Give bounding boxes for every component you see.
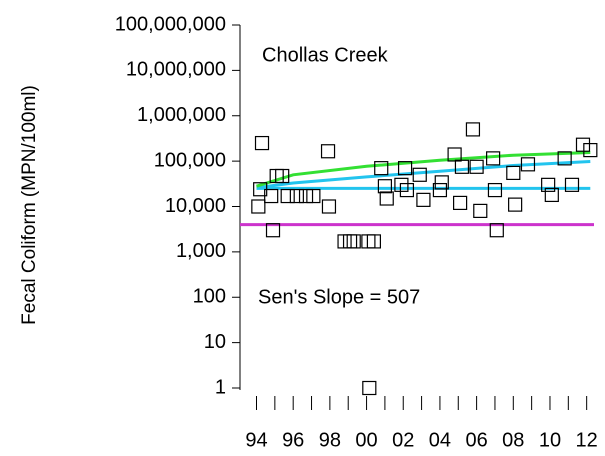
- x-tick-label: 06: [465, 429, 487, 451]
- data-point: [469, 159, 484, 174]
- x-tick-label: 02: [392, 429, 414, 451]
- trend-line: [256, 151, 591, 188]
- chart-title: Chollas Creek: [262, 44, 389, 66]
- y-tick-label: 10,000: [165, 195, 226, 217]
- data-point: [374, 161, 389, 176]
- data-point: [379, 191, 394, 206]
- data-point: [564, 177, 580, 192]
- data-point: [321, 199, 337, 214]
- y-tick-label: 10: [204, 331, 226, 353]
- data-point: [453, 195, 468, 211]
- data-point: [432, 182, 448, 198]
- y-tick-label: 10,000,000: [126, 59, 226, 81]
- data-point: [473, 203, 488, 218]
- y-tick-label: 1,000,000: [137, 104, 226, 126]
- data-point: [320, 144, 336, 159]
- x-tick-label: 98: [319, 429, 341, 451]
- data-point: [465, 122, 481, 137]
- x-tick-label: 04: [429, 429, 451, 451]
- data-point: [416, 192, 431, 207]
- data-point: [454, 159, 470, 174]
- x-tick-label: 96: [282, 429, 304, 451]
- x-tick-label: 12: [576, 429, 598, 451]
- y-tick-label: 100,000,000: [115, 13, 226, 35]
- data-point: [397, 161, 413, 176]
- y-tick-label: 100,000: [154, 149, 226, 171]
- data-point: [394, 177, 409, 192]
- x-tick-label: 00: [355, 429, 377, 451]
- data-point: [265, 223, 281, 238]
- data-point: [399, 182, 415, 198]
- data-point: [298, 188, 314, 204]
- data-point: [289, 188, 304, 204]
- data-point: [557, 151, 572, 166]
- data-point: [366, 234, 381, 249]
- annotation: Sen's Slope = 507: [258, 286, 420, 308]
- data-point: [275, 168, 290, 184]
- data-point: [486, 151, 501, 166]
- x-tick-label: 10: [539, 429, 561, 451]
- data-point: [489, 223, 504, 238]
- data-point: [362, 380, 377, 396]
- trend-line: [256, 160, 591, 190]
- data-point: [508, 197, 523, 212]
- data-point: [251, 199, 266, 214]
- data-point: [583, 142, 598, 158]
- data-point: [487, 182, 503, 198]
- data-point: [575, 137, 591, 152]
- y-axis-label: Fecal Coliform (MPN/100ml): [19, 85, 40, 325]
- x-tick-label: 94: [245, 429, 267, 451]
- data-point: [434, 175, 449, 190]
- y-tick-label: 1: [215, 376, 226, 398]
- data-point: [412, 167, 427, 182]
- y-tick-label: 100: [193, 286, 226, 308]
- data-point: [520, 157, 536, 172]
- data-point: [447, 147, 462, 162]
- data-point: [541, 177, 556, 192]
- data-point: [506, 165, 521, 181]
- data-point: [306, 188, 321, 204]
- y-tick-label: 1,000: [176, 240, 226, 262]
- data-point: [254, 135, 270, 151]
- x-tick-label: 08: [502, 429, 524, 451]
- data-point: [280, 188, 295, 204]
- data-point: [346, 234, 361, 249]
- data-point: [377, 179, 393, 194]
- data-point: [544, 187, 559, 203]
- data-point: [264, 188, 279, 204]
